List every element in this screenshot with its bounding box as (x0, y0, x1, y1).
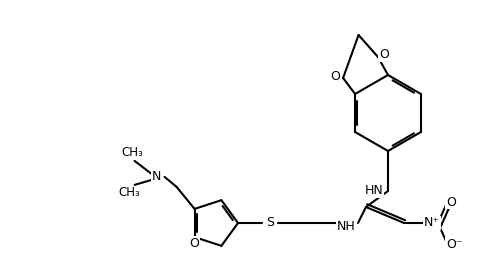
Text: O⁻: O⁻ (446, 237, 462, 251)
Text: CH₃: CH₃ (119, 186, 140, 199)
Text: O: O (190, 237, 200, 250)
Text: HN: HN (365, 184, 383, 198)
Text: N⁺: N⁺ (424, 217, 440, 229)
Text: O: O (379, 49, 389, 61)
Text: O: O (330, 69, 340, 83)
Text: S: S (266, 217, 274, 229)
Text: O: O (446, 195, 456, 209)
Text: N: N (152, 170, 161, 183)
Text: NH: NH (336, 221, 355, 233)
Text: CH₃: CH₃ (122, 146, 143, 159)
